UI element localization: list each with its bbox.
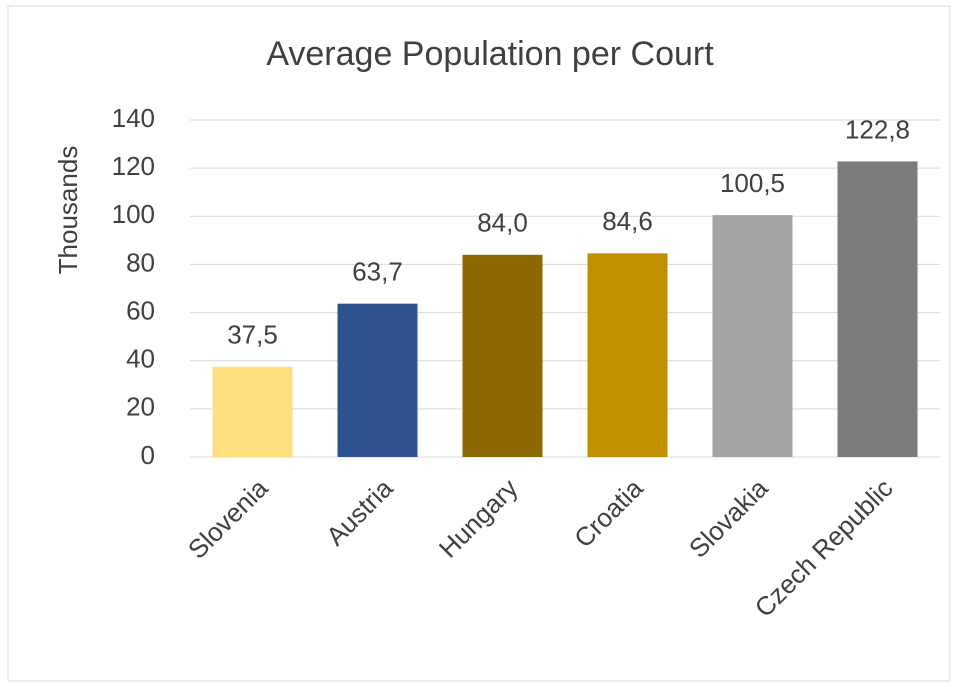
data-label: 84,6: [602, 206, 653, 236]
data-label: 37,5: [227, 320, 278, 350]
data-label: 122,8: [845, 114, 910, 144]
bar: [462, 254, 543, 457]
y-tick-label: 100: [112, 199, 155, 229]
bar: [712, 215, 793, 457]
data-label: 63,7: [352, 257, 403, 287]
chart-title: Average Population per Court: [266, 35, 714, 73]
bar: [837, 161, 918, 457]
y-tick-label: 0: [141, 440, 155, 470]
y-tick-label: 20: [126, 392, 155, 422]
y-tick-label: 140: [112, 103, 155, 133]
y-tick-label: 40: [126, 344, 155, 374]
data-label: 100,5: [720, 168, 785, 198]
y-tick-label: 60: [126, 295, 155, 325]
y-tick-label: 120: [112, 151, 155, 181]
bar: [337, 303, 418, 457]
bar: [212, 366, 293, 457]
y-tick-label: 80: [126, 247, 155, 277]
y-axis-label: Thousands: [53, 146, 83, 275]
bar: [587, 253, 668, 457]
data-label: 84,0: [477, 208, 528, 238]
